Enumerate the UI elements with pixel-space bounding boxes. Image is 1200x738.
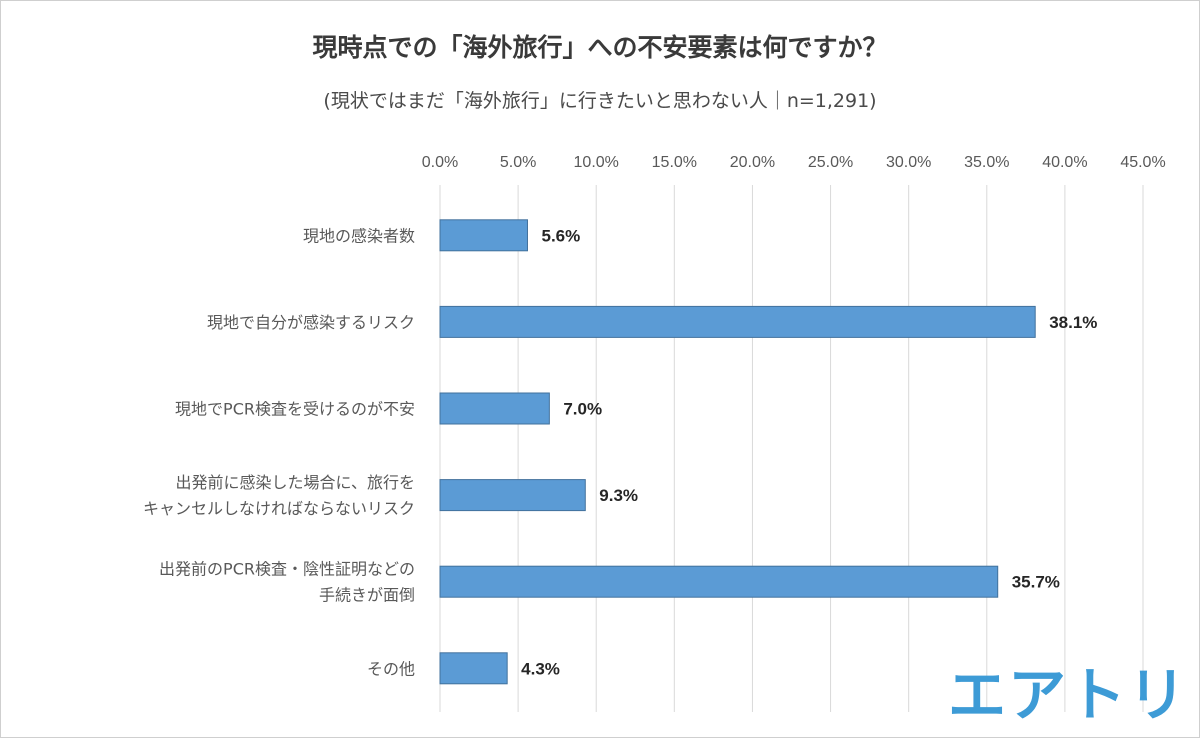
value-label: 35.7%	[1012, 573, 1060, 592]
category-label: その他	[367, 659, 415, 678]
category-label: 手続きが面倒	[319, 586, 415, 605]
category-label: キャンセルしなければならないリスク	[143, 499, 415, 518]
category-labels: 現地の感染者数現地で自分が感染するリスク現地でPCR検査を受けるのが不安出発前に…	[143, 226, 415, 678]
x-tick-label: 5.0%	[500, 154, 536, 171]
x-tick-label: 15.0%	[652, 154, 697, 171]
x-tick-label: 0.0%	[422, 154, 458, 171]
x-tick-label: 20.0%	[730, 154, 775, 171]
chart-title: 現時点での「海外旅行」への不安要素は何ですか？	[312, 33, 888, 62]
value-label: 9.3%	[599, 486, 638, 505]
bar	[439, 565, 999, 598]
value-label: 38.1%	[1049, 313, 1097, 332]
gridlines	[439, 185, 1144, 712]
bar	[439, 219, 528, 252]
bar	[439, 479, 586, 512]
bar	[439, 652, 508, 685]
bar	[439, 305, 1036, 338]
x-axis-ticks: 0.0% 5.0% 10.0% 15.0% 20.0% 25.0% 30.0% 35.0% 40…	[422, 154, 1166, 171]
airtrip-logo: エアトリ	[948, 661, 1189, 729]
value-labels: 5.6% 38.1% 7.0% 9.3% 35.7% 4.3%	[521, 226, 1097, 678]
x-tick-label: 30.0%	[886, 154, 931, 171]
x-tick-label: 25.0%	[808, 154, 853, 171]
x-tick-label: 40.0%	[1042, 154, 1087, 171]
category-label: 出発前に感染した場合に、旅行を	[175, 473, 415, 492]
x-tick-label: 10.0%	[574, 154, 619, 171]
value-label: 7.0%	[563, 400, 602, 419]
category-label: 現地の感染者数	[303, 226, 415, 245]
x-tick-label: 45.0%	[1120, 154, 1165, 171]
chart-subtitle: (現状ではまだ「海外旅行」に行きたいと思わない人｜n=1,291)	[323, 90, 877, 112]
category-label: 出発前のPCR検査・陰性証明などの	[159, 560, 415, 579]
value-label: 4.3%	[521, 659, 560, 678]
bars	[439, 219, 1036, 685]
bar	[439, 392, 550, 425]
category-label: 現地でPCR検査を受けるのが不安	[175, 400, 415, 419]
value-label: 5.6%	[541, 226, 580, 245]
category-label: 現地で自分が感染するリスク	[207, 313, 415, 332]
x-tick-label: 35.0%	[964, 154, 1009, 171]
